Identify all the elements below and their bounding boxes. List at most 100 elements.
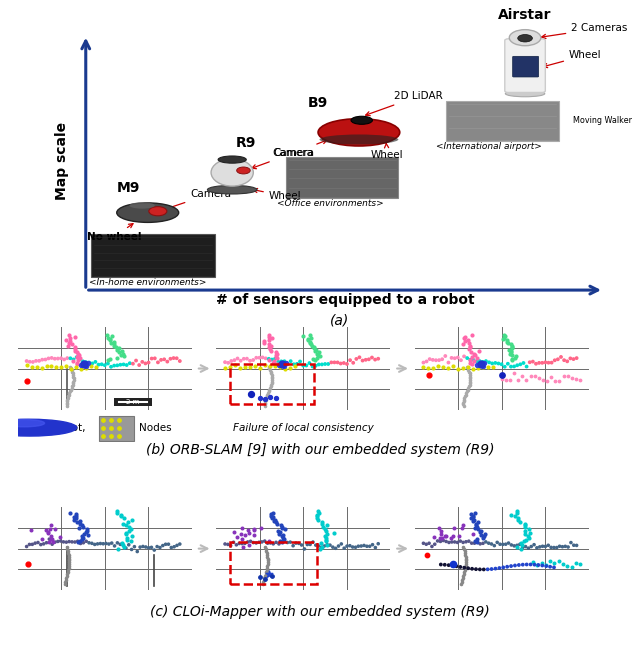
Point [117, 538, 127, 548]
Point [308, 537, 318, 548]
Point [313, 506, 323, 516]
Point [72, 517, 82, 528]
Point [320, 359, 330, 370]
Point [276, 536, 287, 547]
Point [266, 341, 276, 352]
Point [63, 548, 74, 558]
Point [316, 542, 326, 553]
Point [260, 544, 271, 554]
Point [112, 538, 122, 548]
Point [530, 371, 540, 382]
Ellipse shape [318, 119, 400, 146]
Point [437, 354, 447, 365]
Point [22, 356, 32, 366]
Point [77, 522, 88, 532]
Point [226, 356, 236, 366]
Point [68, 380, 78, 390]
Point [536, 558, 547, 568]
Bar [99, 416, 134, 441]
Point [373, 538, 383, 549]
Point [470, 518, 481, 529]
Point [456, 355, 466, 366]
Point [27, 539, 37, 550]
Point [506, 347, 516, 358]
Point [106, 415, 116, 426]
Point [532, 560, 543, 570]
Point [64, 555, 74, 566]
Point [475, 564, 485, 575]
Point [260, 398, 270, 408]
Bar [230, 542, 317, 584]
Point [321, 540, 332, 550]
Point [161, 539, 171, 550]
Point [46, 534, 56, 544]
Point [254, 352, 264, 363]
Point [531, 358, 541, 369]
Point [63, 567, 73, 578]
Text: Moving Walker: Moving Walker [573, 116, 632, 125]
Point [124, 516, 134, 527]
Point [84, 538, 94, 548]
Point [449, 523, 460, 534]
Point [458, 362, 468, 373]
Point [448, 531, 458, 542]
Text: 2D LiDAR: 2D LiDAR [365, 91, 443, 115]
Point [502, 562, 512, 572]
Point [114, 415, 124, 426]
Point [68, 370, 78, 380]
Point [271, 359, 282, 370]
Point [314, 508, 324, 518]
Point [259, 576, 269, 587]
Point [65, 508, 75, 518]
Point [138, 541, 148, 552]
Point [122, 532, 132, 543]
Point [74, 523, 84, 534]
Point [129, 542, 140, 552]
Point [563, 371, 573, 382]
Point [105, 334, 115, 344]
Point [483, 564, 493, 575]
Point [220, 362, 230, 373]
Point [249, 524, 259, 534]
Point [75, 516, 85, 526]
Point [571, 374, 581, 384]
Text: Map scale: Map scale [54, 122, 68, 200]
Point [478, 538, 488, 549]
Point [78, 532, 88, 543]
Point [268, 508, 278, 518]
Point [462, 386, 472, 397]
Point [567, 373, 577, 384]
Point [367, 352, 377, 363]
Point [513, 515, 523, 526]
Point [59, 354, 69, 365]
Point [506, 561, 516, 572]
Point [472, 534, 482, 544]
Point [93, 360, 104, 370]
Point [460, 565, 470, 576]
Point [267, 372, 277, 382]
Point [122, 534, 132, 545]
Point [260, 574, 270, 584]
Point [143, 542, 154, 553]
Point [321, 526, 331, 536]
Point [265, 365, 275, 376]
Point [262, 538, 273, 548]
Point [56, 353, 66, 364]
Point [330, 543, 340, 554]
Point [447, 560, 458, 571]
Point [262, 550, 272, 560]
Point [479, 564, 489, 575]
Point [285, 356, 296, 366]
Point [550, 376, 561, 386]
Point [71, 509, 81, 520]
Point [488, 362, 498, 372]
Point [262, 548, 272, 558]
Point [109, 339, 119, 350]
Text: (b) ORB-SLAM [9] with our embedded system (R9): (b) ORB-SLAM [9] with our embedded syste… [146, 444, 494, 457]
Point [473, 363, 483, 374]
Point [267, 375, 277, 386]
Point [516, 538, 526, 548]
Point [28, 357, 38, 368]
Point [269, 514, 280, 525]
Point [314, 540, 324, 551]
